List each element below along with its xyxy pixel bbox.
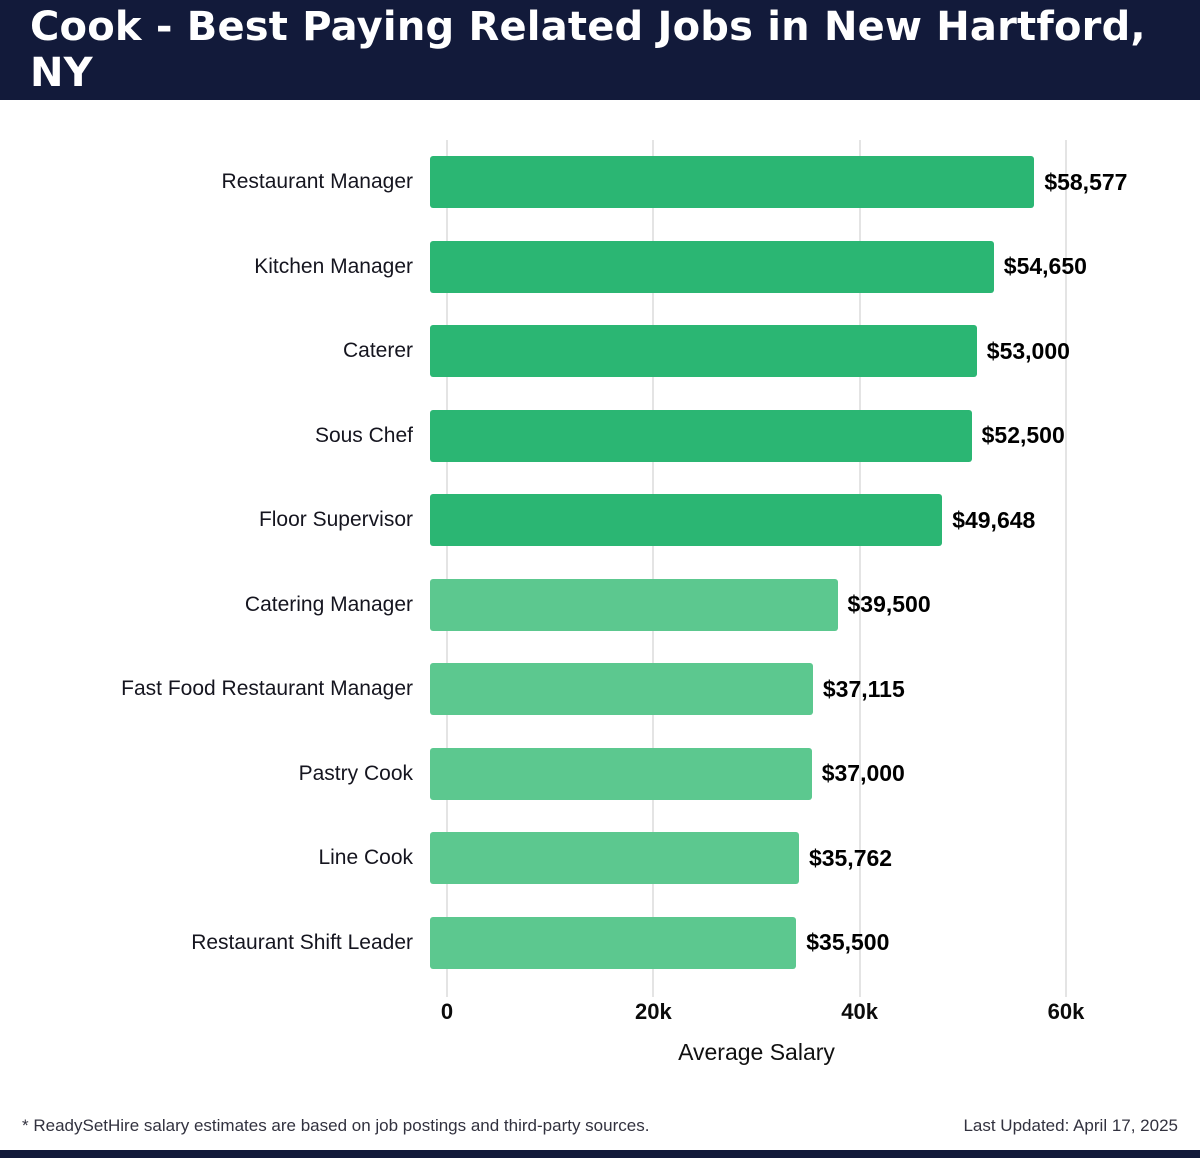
gridlines [446,140,1130,997]
chart-row: Catering Manager $39,500 [0,563,1200,648]
chart-row: Sous Chef $52,500 [0,394,1200,479]
bar-cell: $58,577 [430,156,1200,209]
x-tick-label: 40k [841,999,879,1024]
category-label: Floor Supervisor [258,508,413,532]
value-label: $39,500 [847,591,931,618]
bar [430,578,838,631]
chart-rows: Restaurant Manager $58,577 Kitchen Manager… [0,140,1200,985]
bar-cell: $37,000 [430,747,1200,800]
gridline [858,140,861,997]
bar [430,325,977,378]
chart-row: Fast Food Restaurant Manager $37,115 [0,647,1200,732]
value-label: $53,000 [986,337,1070,364]
chart-row: Caterer $53,000 [0,309,1200,394]
value-label: $54,650 [1003,253,1087,280]
bar [430,240,994,293]
value-label: $35,762 [808,844,893,871]
chart-row: Line Cook $35,762 [0,816,1200,901]
bar-cell: $54,650 [430,240,1200,293]
category-label: Restaurant Shift Leader [191,930,413,954]
bar [430,156,1035,209]
chart-row: Restaurant Manager $58,577 [0,140,1200,225]
value-label: $58,577 [1044,168,1128,195]
bottom-accent-strip [0,1150,1200,1158]
category-label: Restaurant Manager [221,170,413,194]
footer-last-updated: Last Updated: April 17, 2025 [963,1116,1178,1135]
bar-cell: $35,762 [430,832,1200,885]
value-label: $35,500 [806,929,890,956]
footer-note: * ReadySetHire salary estimates are base… [22,1116,650,1135]
chart-row: Restaurant Shift Leader $35,500 [0,901,1200,986]
chart-row: Pastry Cook $37,000 [0,732,1200,817]
category-label: Kitchen Manager [254,254,413,278]
bar-cell: $53,000 [430,325,1200,378]
category-label: Catering Manager [244,592,413,616]
gridline [652,140,655,997]
value-label: $49,648 [952,506,1036,533]
chart-title: Cook - Best Paying Related Jobs in New H… [30,4,1146,96]
bar-cell: $37,115 [430,663,1200,716]
bar [430,832,799,885]
x-tick-label: 60k [1047,999,1085,1024]
x-axis: 0 20k 40k 60k [441,985,1130,1031]
bar [430,663,813,716]
bar [430,494,943,547]
bar [430,916,797,969]
bar-cell: $35,500 [430,916,1200,969]
bar [430,747,812,800]
x-axis-label: Average Salary [678,1039,835,1065]
value-label: $52,500 [981,422,1065,449]
value-label: $37,000 [821,760,905,787]
x-tick-label: 0 [440,999,454,1024]
category-label: Fast Food Restaurant Manager [121,677,413,701]
value-label: $37,115 [822,675,905,702]
bar-chart: Restaurant Manager $58,577 Kitchen Manager… [0,100,1200,1116]
category-label: Sous Chef [314,423,413,447]
chart-plot-area: Restaurant Manager $58,577 Kitchen Manager… [0,140,1200,997]
gridline [446,140,448,997]
category-label: Pastry Cook [298,761,413,785]
x-tick-label: 20k [634,999,672,1024]
chart-row: Kitchen Manager $54,650 [0,225,1200,310]
footer: * ReadySetHire salary estimates are base… [0,1116,1200,1150]
gridline [1065,140,1067,997]
category-label: Caterer [342,339,413,363]
bar-cell: $49,648 [430,494,1200,547]
chart-row: Floor Supervisor $49,648 [0,478,1200,563]
category-label: Line Cook [318,846,413,870]
title-bar: Cook - Best Paying Related Jobs in New H… [0,0,1200,100]
bar-cell: $52,500 [430,409,1200,462]
bar [430,409,972,462]
bar-cell: $39,500 [430,578,1200,631]
